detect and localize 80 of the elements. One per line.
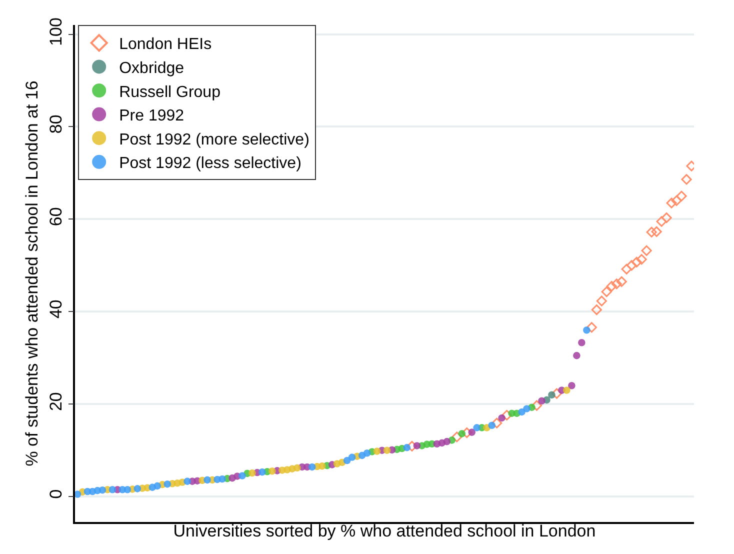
point [343,456,351,464]
point [671,195,682,206]
point [204,476,211,484]
point [98,486,106,494]
point [363,449,371,457]
point [462,427,472,438]
legend-label: Post 1992 (less selective) [119,155,302,172]
y-tick-label: 60 [46,207,66,226]
point [586,322,597,333]
point [666,198,677,208]
point [591,304,602,316]
point [258,468,266,476]
point [248,469,256,477]
point [75,490,82,498]
point [656,216,667,227]
point [596,296,607,306]
point [502,410,512,420]
point [583,326,590,334]
point [184,478,191,485]
legend-label: Pre 1992 [119,108,184,125]
point [108,486,116,494]
x-axis-title: Universities sorted by % who attended school in London [173,522,596,541]
point [154,482,162,490]
point [578,338,586,346]
point [563,386,570,394]
point [568,382,576,390]
y-tick-label: 20 [46,392,66,412]
point [218,475,226,483]
point [124,486,132,494]
point [641,245,652,256]
point [681,174,692,185]
point [452,432,462,442]
point [661,212,672,224]
point [573,352,580,360]
y-tick-label: 80 [46,114,66,134]
legend-label: Russell Group [119,84,221,101]
point [373,448,381,455]
y-tick-label: 100 [46,18,66,46]
point [318,462,326,470]
point [551,388,562,399]
point [293,464,301,472]
y-axis-title: % of students who attended school in London at 16 [22,80,42,466]
point [606,280,617,292]
point [458,430,466,438]
point [164,480,171,488]
point [268,467,276,475]
point [636,254,647,265]
point [631,256,642,268]
point [403,444,411,452]
point [406,440,418,452]
point [626,260,637,271]
point [348,454,356,461]
point [523,405,530,412]
point [646,226,657,238]
point [651,226,662,237]
point [473,424,480,432]
point [538,397,546,405]
point [676,190,687,202]
point [616,276,627,287]
point [518,408,526,416]
point [621,264,632,274]
point [611,278,622,290]
point [492,418,502,428]
point [548,391,556,399]
point [531,400,542,411]
legend-label: Oxbridge [119,60,184,77]
point [601,286,612,298]
legend-label: London HEIs [119,36,212,54]
y-tick-label: 40 [46,300,66,319]
y-tick-label: 0 [46,489,66,499]
point [308,463,316,471]
point [443,438,451,446]
point [413,442,421,450]
legend-label: Post 1992 (more selective) [119,131,310,148]
point [488,422,496,430]
point [498,414,506,422]
point [383,446,391,454]
point [134,485,142,492]
point [468,428,476,436]
point [238,472,246,480]
